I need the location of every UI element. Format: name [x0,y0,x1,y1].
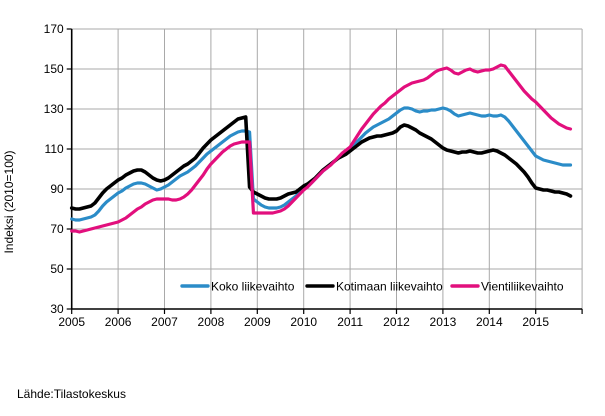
y-axis-title: Indeksi (2010=100) [2,150,16,253]
y-tick-label: 130 [44,102,64,116]
source-text: Lähde:Tilastokeskus [17,387,126,401]
x-tick-label: 2015 [522,315,549,329]
y-tick-label: 170 [44,22,64,36]
x-tick-label: 2013 [430,315,457,329]
y-tick-label: 90 [50,182,64,196]
series-line-kotimaan-liikevaihto [69,115,573,211]
x-tick-label: 2006 [105,315,132,329]
legend-label-2: Kotimaan liikevaihto [336,280,443,294]
x-tick-label: 2005 [58,315,85,329]
y-tick-label: 110 [45,142,64,156]
series-line-vientiliikevaihto [70,63,573,234]
legend-label-1: Koko liikevaihto [211,280,295,294]
legend-label-3: Vientiliikevaihto [481,280,564,294]
y-tick-label: 50 [50,262,64,276]
y-tick-label: 150 [44,62,64,76]
x-tick-label: 2010 [290,315,317,329]
x-tick-label: 2007 [151,315,178,329]
x-tick-label: 2008 [198,315,225,329]
y-tick-label: 30 [50,302,64,316]
x-tick-label: 2012 [383,315,410,329]
x-tick-label: 2014 [476,315,503,329]
x-tick-label: 2011 [337,315,363,329]
x-tick-label: 2009 [244,315,271,329]
y-tick-label: 70 [50,222,64,236]
